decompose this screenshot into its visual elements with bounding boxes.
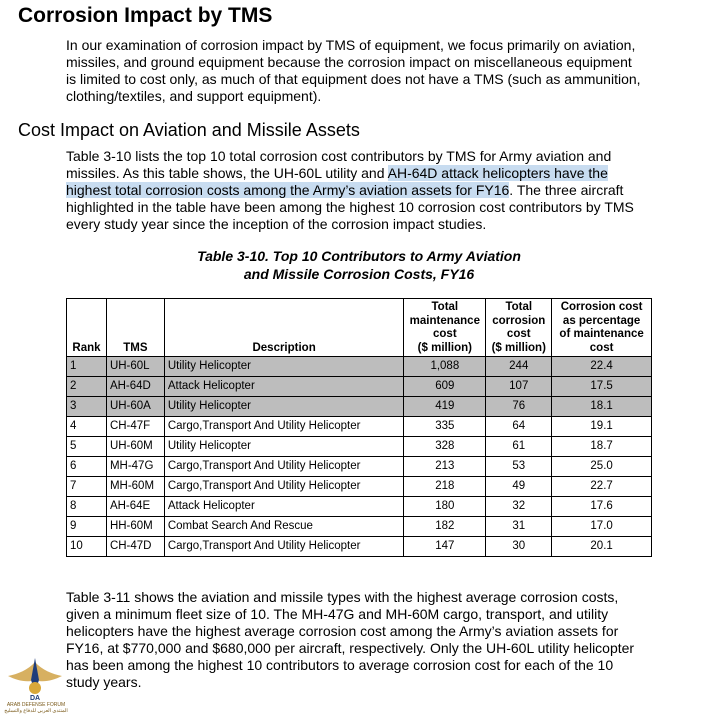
- table-caption: Table 3-10. Top 10 Contributors to Army …: [66, 247, 652, 283]
- cell-description: Attack Helicopter: [163, 376, 405, 397]
- cell-maintenance-cost: 335: [403, 416, 487, 437]
- cell-rank: 9: [66, 516, 107, 537]
- cell-tms: MH-60M: [105, 476, 165, 497]
- header-corrosion-percentage: Corrosion cost as percentage of maintena…: [551, 298, 652, 357]
- header-total-maintenance-cost: Total maintenance cost ($ million): [403, 298, 487, 357]
- cell-corrosion-cost: 61: [485, 436, 553, 457]
- cell-maintenance-cost: 419: [403, 396, 487, 417]
- cell-description: Cargo,Transport And Utility Helicopter: [163, 456, 405, 477]
- header-rank: Rank: [66, 298, 107, 357]
- cell-maintenance-cost: 182: [403, 516, 487, 537]
- table-caption-line-2: and Missile Corrosion Costs, FY16: [243, 266, 475, 282]
- cell-tms: UH-60A: [105, 396, 165, 417]
- cell-tms: AH-64E: [105, 496, 165, 517]
- average-corrosion-paragraph: Table 3-11 shows the aviation and missil…: [66, 589, 635, 690]
- section-subheading: Cost Impact on Aviation and Missile Asse…: [18, 120, 360, 140]
- cell-corrosion-cost: 64: [485, 416, 553, 437]
- cell-corrosion-percentage: 18.1: [551, 396, 652, 417]
- watermark-name: ARAB DEFENSE FORUM: [6, 702, 66, 708]
- cell-maintenance-cost: 180: [403, 496, 487, 517]
- table-row: 5 UH-60M Utility Helicopter 328 61 18.7: [66, 436, 652, 457]
- cell-tms: MH-47G: [105, 456, 165, 477]
- cell-corrosion-cost: 244: [485, 356, 553, 377]
- cell-description: Utility Helicopter: [163, 436, 405, 457]
- cell-corrosion-cost: 32: [485, 496, 553, 517]
- cell-rank: 2: [66, 376, 107, 397]
- cell-maintenance-cost: 1,088: [403, 356, 487, 377]
- header-description: Description: [163, 298, 405, 357]
- page-heading: Corrosion Impact by TMS: [18, 4, 273, 27]
- table-row: 1 UH-60L Utility Helicopter 1,088 244 22…: [66, 356, 652, 377]
- cell-corrosion-cost: 107: [485, 376, 553, 397]
- cell-rank: 6: [66, 456, 107, 477]
- cell-rank: 8: [66, 496, 107, 517]
- cell-corrosion-percentage: 18.7: [551, 436, 652, 457]
- cell-corrosion-percentage: 25.0: [551, 456, 652, 477]
- arab-defense-forum-logo-icon: DA: [8, 658, 62, 702]
- cell-corrosion-percentage: 22.7: [551, 476, 652, 497]
- watermark-arabic: المنتدى العربي للدفاع والتسليح: [4, 708, 68, 714]
- cell-maintenance-cost: 609: [403, 376, 487, 397]
- table-caption-line-1: Table 3-10. Top 10 Contributors to Army …: [197, 248, 521, 264]
- cell-corrosion-cost: 30: [485, 536, 553, 557]
- table-row: 8 AH-64E Attack Helicopter 180 32 17.6: [66, 496, 652, 517]
- cell-tms: AH-64D: [105, 376, 165, 397]
- paragraph-text-after: . The three aircraft highlighted in the …: [66, 182, 634, 232]
- cell-description: Cargo,Transport And Utility Helicopter: [163, 416, 405, 437]
- cell-tms: CH-47D: [105, 536, 165, 557]
- cell-corrosion-cost: 31: [485, 516, 553, 537]
- cell-maintenance-cost: 213: [403, 456, 487, 477]
- cell-rank: 1: [66, 356, 107, 377]
- contributors-table: Rank TMS Description Total maintenance c…: [66, 298, 652, 557]
- cell-description: Combat Search And Rescue: [163, 516, 405, 537]
- header-tms: TMS: [105, 298, 165, 357]
- cell-description: Utility Helicopter: [163, 356, 405, 377]
- header-total-corrosion-cost: Total corrosion cost ($ million): [485, 298, 553, 357]
- cell-corrosion-cost: 49: [485, 476, 553, 497]
- cell-rank: 3: [66, 396, 107, 417]
- cell-corrosion-cost: 76: [485, 396, 553, 417]
- paragraph-text-before: Table 3-10 lists the top 10 total corros…: [66, 148, 612, 181]
- cell-tms: UH-60L: [105, 356, 165, 377]
- cell-corrosion-cost: 53: [485, 456, 553, 477]
- table-row: 10 CH-47D Cargo,Transport And Utility He…: [66, 536, 652, 557]
- cell-corrosion-percentage: 22.4: [551, 356, 652, 377]
- cell-rank: 10: [66, 536, 107, 557]
- cell-tms: HH-60M: [105, 516, 165, 537]
- cell-maintenance-cost: 147: [403, 536, 487, 557]
- table-row: 3 UH-60A Utility Helicopter 419 76 18.1: [66, 396, 652, 417]
- table-row: 4 CH-47F Cargo,Transport And Utility Hel…: [66, 416, 652, 437]
- cell-description: Cargo,Transport And Utility Helicopter: [163, 536, 405, 557]
- cost-impact-paragraph: Table 3-10 lists the top 10 total corros…: [66, 148, 644, 233]
- logo-initials: DA: [30, 695, 40, 702]
- table-row: 2 AH-64D Attack Helicopter 609 107 17.5: [66, 376, 652, 397]
- watermark-text: ARAB DEFENSE FORUM المنتدى العربي للدفاع…: [0, 702, 72, 714]
- cell-description: Attack Helicopter: [163, 496, 405, 517]
- intro-paragraph: In our examination of corrosion impact b…: [66, 37, 641, 104]
- cell-corrosion-percentage: 19.1: [551, 416, 652, 437]
- table-row: 7 MH-60M Cargo,Transport And Utility Hel…: [66, 476, 652, 497]
- cell-rank: 5: [66, 436, 107, 457]
- cell-rank: 4: [66, 416, 107, 437]
- cell-corrosion-percentage: 17.0: [551, 516, 652, 537]
- cell-maintenance-cost: 218: [403, 476, 487, 497]
- cell-tms: UH-60M: [105, 436, 165, 457]
- table-header-row: Rank TMS Description Total maintenance c…: [66, 298, 652, 357]
- cell-description: Cargo,Transport And Utility Helicopter: [163, 476, 405, 497]
- table-row: 9 HH-60M Combat Search And Rescue 182 31…: [66, 516, 652, 537]
- table-row: 6 MH-47G Cargo,Transport And Utility Hel…: [66, 456, 652, 477]
- cell-corrosion-percentage: 17.6: [551, 496, 652, 517]
- cell-corrosion-percentage: 20.1: [551, 536, 652, 557]
- cell-rank: 7: [66, 476, 107, 497]
- cell-description: Utility Helicopter: [163, 396, 405, 417]
- cell-corrosion-percentage: 17.5: [551, 376, 652, 397]
- cell-maintenance-cost: 328: [403, 436, 487, 457]
- cell-tms: CH-47F: [105, 416, 165, 437]
